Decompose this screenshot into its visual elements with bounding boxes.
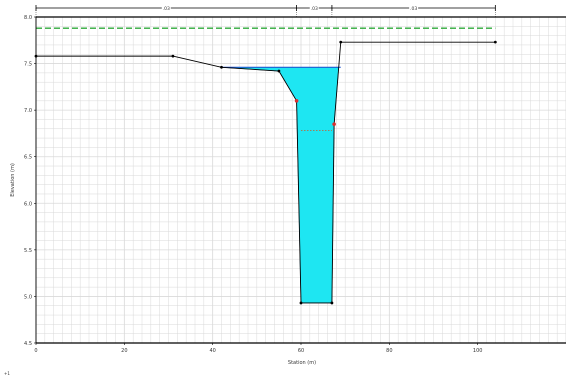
reach-label: .03	[410, 6, 417, 12]
x-tick-label: 80	[386, 348, 392, 354]
ground-point	[339, 40, 343, 44]
y-tick-label: 6.5	[24, 155, 32, 161]
reach-label-bg	[309, 5, 319, 11]
y-tick-label: 4.5	[24, 341, 32, 347]
reach-label-bg	[409, 5, 419, 11]
profile-lines	[34, 27, 497, 305]
reach-bar: .03 .03 .03	[35, 5, 496, 17]
y-tick-label: 7.5	[24, 62, 32, 68]
x-axis-label: Station (m)	[288, 360, 316, 366]
ground-profile-line	[36, 41, 496, 304]
reach-label-bg	[161, 5, 171, 11]
bank-station-marker	[294, 99, 299, 103]
reach-label: .03	[163, 6, 170, 12]
bank-station-marker	[332, 122, 336, 126]
ground-point	[277, 69, 281, 73]
y-tick-label: 5.0	[24, 294, 32, 300]
reach-label: .03	[311, 6, 318, 12]
ground-point	[171, 54, 175, 58]
y-tick-label: 6.0	[24, 201, 32, 207]
x-tick-label: 0	[34, 348, 37, 354]
y-axis-label: Elevation (m)	[10, 163, 16, 197]
y-tick-label: 7.0	[24, 108, 32, 114]
axes: 0 20 40 60 80 100 4.5 5.0 5.5 6.0 6.5 7.0 7.5 8.0	[24, 15, 566, 354]
footer-mark: +1	[4, 371, 10, 376]
ground-point	[330, 301, 334, 305]
y-tick-label: 5.5	[24, 248, 32, 254]
y-tick-label: 8.0	[24, 15, 32, 21]
x-tick-label: 40	[209, 348, 215, 354]
x-tick-label: 60	[298, 348, 304, 354]
x-tick-label: 20	[121, 348, 127, 354]
ground-point	[220, 65, 223, 69]
ground-point	[299, 301, 303, 305]
x-tick-label: 100	[473, 348, 483, 354]
ground-point	[493, 40, 497, 44]
